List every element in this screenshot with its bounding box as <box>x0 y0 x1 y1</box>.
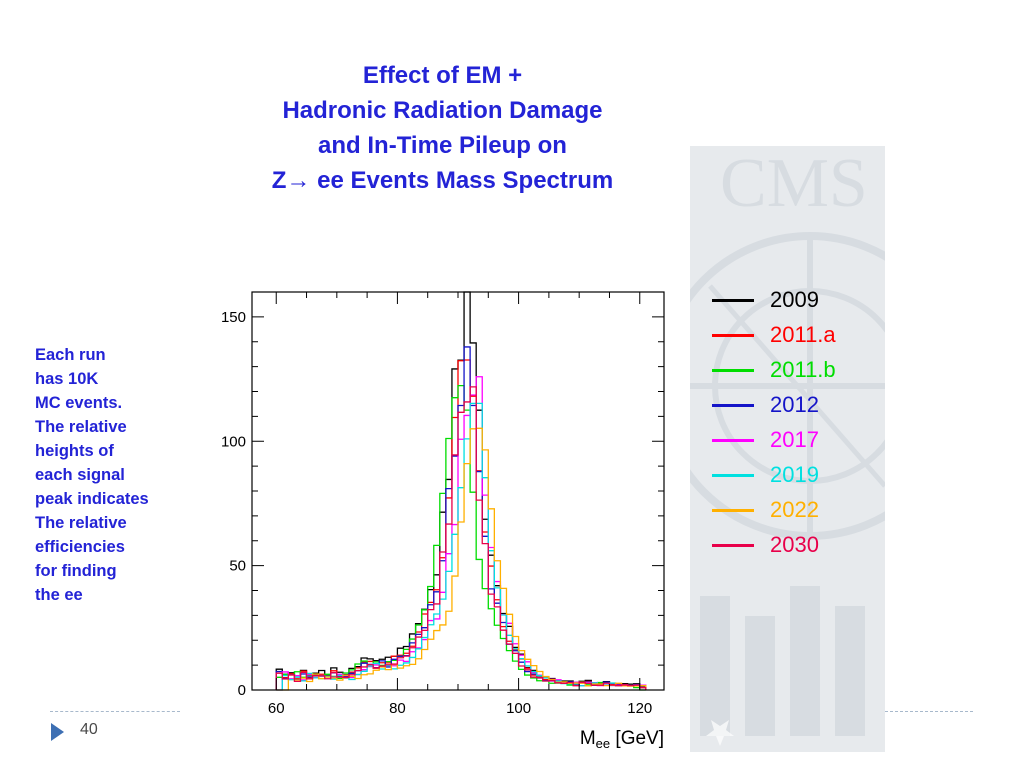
legend-entry-2019: 2019 <box>712 461 892 491</box>
x-tick-label: 120 <box>627 700 652 717</box>
histogram-series-2011.a <box>275 359 647 690</box>
legend-label: 2009 <box>770 287 819 312</box>
side-note-line: the ee <box>35 586 83 604</box>
legend-entry-2009: 2009 <box>712 286 892 316</box>
side-note-line: heights of <box>35 442 114 460</box>
side-note-line: MC events. <box>35 394 123 412</box>
title-line: Z→ ee Events Mass Spectrum <box>271 167 614 194</box>
background-watermark-panel: CMS <box>690 146 885 752</box>
legend-label: 2011.a <box>770 322 836 347</box>
side-note-line: The relative <box>35 418 127 436</box>
title-line: Effect of EM + <box>362 62 523 89</box>
histogram-series-2019 <box>276 402 647 691</box>
histogram-series-2030 <box>275 386 647 690</box>
histogram-series-2012 <box>275 346 647 690</box>
side-note-line: The relative <box>35 514 127 532</box>
svg-text:CMS: CMS <box>720 146 868 222</box>
x-axis-label-main: M <box>580 728 596 749</box>
legend-entry-2011.a: 2011.a <box>712 321 892 351</box>
side-note-line: Each run <box>35 346 106 364</box>
legend-entry-2017: 2017 <box>712 426 892 456</box>
side-note-line: efficiencies <box>35 538 125 556</box>
histogram-series-2011.b <box>275 385 646 691</box>
x-axis-label-sub: ee <box>596 736 610 751</box>
legend-swatch <box>712 334 754 337</box>
legend-label: 2017 <box>770 427 819 452</box>
x-axis-label: Mee [GeV] <box>580 728 664 751</box>
legend-label: 2019 <box>770 462 819 487</box>
legend-label: 2022 <box>770 497 819 522</box>
title-line: Hadronic Radiation Damage <box>282 97 603 124</box>
legend-entry-2012: 2012 <box>712 391 892 421</box>
cms-logo-watermark-icon: CMS <box>690 146 885 746</box>
y-tick-label: 150 <box>221 309 246 326</box>
histogram-series-2017 <box>276 376 647 691</box>
legend-entry-2030: 2030 <box>712 531 892 561</box>
side-note-line: has 10K <box>35 370 99 388</box>
side-note-line: for finding <box>35 562 117 580</box>
legend-swatch <box>712 404 754 407</box>
side-note-line: each signal <box>35 466 125 484</box>
slide-title: Effect of EM + Hadronic Radiation Damage… <box>200 58 685 198</box>
legend-label: 2012 <box>770 392 819 417</box>
x-tick-label: 100 <box>506 700 531 717</box>
legend-swatch <box>712 474 754 477</box>
y-tick-label: 100 <box>221 433 246 450</box>
axis-ticks-layer: 60 80 100 120 0 50 100 150 <box>221 292 664 717</box>
side-note: Each run has 10K MC events. The relative… <box>35 343 185 607</box>
x-tick-label: 80 <box>389 700 406 717</box>
legend-swatch <box>712 369 754 372</box>
histogram-series-2022 <box>276 427 647 691</box>
x-tick-label: 60 <box>268 700 285 717</box>
legend-entry-2011.b: 2011.b <box>712 356 892 386</box>
histogram-series-layer <box>275 291 647 691</box>
y-tick-label: 0 <box>238 682 246 699</box>
legend-label: 2011.b <box>770 357 836 382</box>
legend-swatch <box>712 439 754 442</box>
footer-divider-left <box>50 711 180 712</box>
title-line: and In-Time Pileup on <box>318 132 567 159</box>
x-axis-label-unit: [GeV] <box>610 728 664 749</box>
legend-entry-2022: 2022 <box>712 496 892 526</box>
triangle-bullet-icon <box>51 723 64 741</box>
legend-swatch <box>712 299 754 302</box>
side-note-line: peak indicates <box>35 490 149 508</box>
page-number: 40 <box>80 721 98 738</box>
legend-swatch <box>712 544 754 547</box>
legend-swatch <box>712 509 754 512</box>
histogram-series-2009 <box>275 291 647 690</box>
footer-divider-right <box>885 711 973 712</box>
y-tick-label: 50 <box>229 558 246 575</box>
legend-label: 2030 <box>770 532 819 557</box>
